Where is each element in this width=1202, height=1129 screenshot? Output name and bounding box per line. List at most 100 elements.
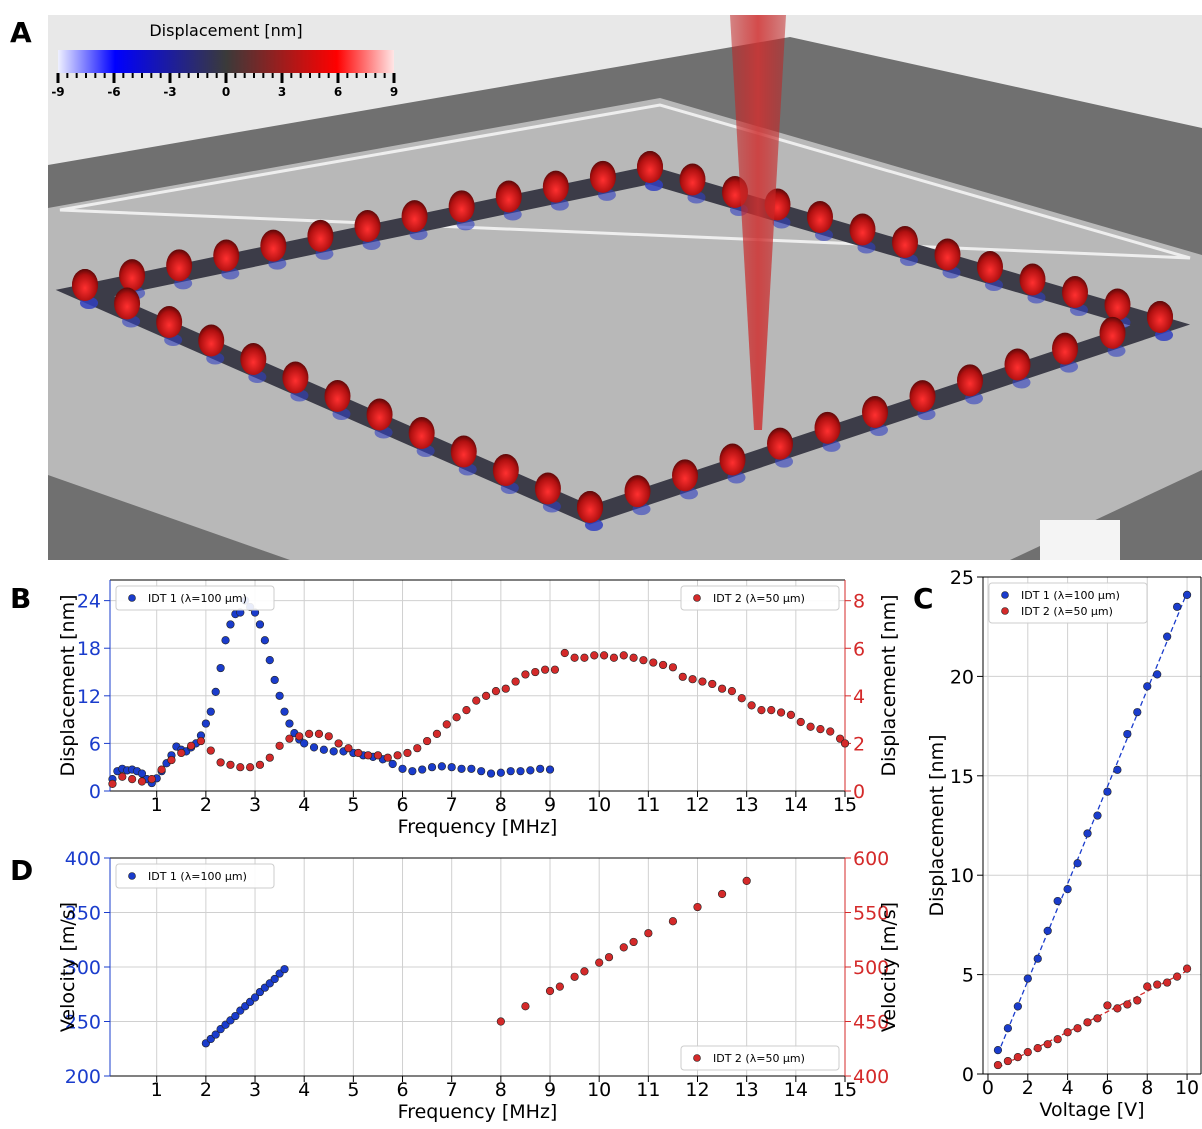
y-tick-label: 5 [962,965,974,987]
data-point [727,686,737,696]
data-point [555,982,564,991]
y-tick-label: 24 [77,591,101,613]
data-point [300,739,309,748]
y2-axis-title: Displacement [nm] [878,594,900,776]
data-point [1163,632,1172,641]
data-point [1182,590,1192,599]
data-point [457,764,466,773]
peak [679,163,706,196]
peak [240,343,267,375]
y2-tick-label: 0 [853,781,865,803]
peak [909,380,936,413]
peak [719,443,746,476]
data-point [590,651,599,660]
panel-label: A [10,16,32,49]
y2-tick-label: 400 [853,1066,889,1088]
x-tick-label: 13 [735,1079,759,1101]
x-tick-label: 2 [200,1079,212,1101]
peak [862,396,888,428]
data-point [231,1011,240,1021]
data-point [388,759,397,769]
y-tick-label: 18 [77,638,101,660]
y-axis-title: Velocity [m/s] [57,902,79,1032]
data-point [693,902,702,912]
legend-marker [1001,591,1009,599]
y-tick-label: 25 [950,567,974,589]
peak [401,200,428,233]
data-point [511,677,520,686]
data-point [1073,859,1082,868]
data-point [595,958,604,967]
colorbar [58,50,394,73]
data-point [1093,1014,1102,1023]
data-point [467,764,476,773]
y2-tick-label: 450 [853,1012,889,1034]
data-point [708,679,717,689]
legend-marker [1001,607,1009,615]
legend-marker [693,1054,701,1062]
data-point [432,729,442,739]
peak [672,459,698,492]
peak [72,269,98,301]
data-point [423,736,432,746]
peak [934,238,961,271]
peak [637,151,663,183]
colorbar-tick-label: 0 [222,85,230,99]
data-point [840,739,850,748]
data-point [1053,896,1062,906]
peak [492,454,519,486]
data-point [1033,954,1042,963]
peak [1062,276,1088,308]
data-point [250,993,260,1002]
data-point [1043,926,1052,935]
data-point [531,667,540,677]
data-point [545,986,555,996]
data-point [236,763,245,772]
colorbar-tick-label: 3 [278,85,286,99]
peak [767,427,793,460]
x-tick-label: 2 [1022,1077,1034,1099]
x-tick-label: 7 [446,1079,458,1101]
data-point [452,713,461,722]
x-tick-label: 11 [636,794,660,816]
peak [892,226,918,258]
chip-edge [59,103,1191,260]
data-point [521,1002,530,1011]
y2-axis-title: Velocity [m/s] [878,902,900,1032]
x-axis-title: Voltage [V] [1039,1099,1144,1121]
x-tick-label: 4 [1062,1077,1074,1099]
data-point [806,722,815,731]
peak [119,259,146,292]
legend-marker [128,872,136,880]
data-point [1123,1000,1132,1009]
y2-tick-label: 600 [853,848,889,870]
x-tick-label: 15 [833,1079,857,1101]
peak [534,472,561,505]
x-tick-label: 4 [298,1079,310,1101]
x-tick-label: 13 [735,794,759,816]
data-point [275,741,284,750]
legend-label: IDT 1 (λ=100 µm) [148,870,247,883]
data-point [1153,670,1162,679]
data-point [275,691,284,700]
peak [1147,301,1173,333]
panel-label: D [10,854,33,887]
data-point [501,684,510,693]
data-point [826,727,835,736]
peak [366,398,393,431]
x-tick-label: 1 [151,794,163,816]
x-tick-label: 6 [1101,1077,1113,1099]
data-point [604,953,614,962]
data-point [737,694,746,703]
legend-label: IDT 1 (λ=100 µm) [1021,589,1120,602]
data-point [541,665,550,674]
x-tick-label: 9 [544,1079,556,1101]
data-point [747,701,756,710]
data-point [108,779,117,788]
x-tick-label: 3 [249,1079,261,1101]
data-point [167,755,176,765]
data-point [1113,1004,1122,1013]
data-point [418,765,427,774]
x-tick-label: 15 [833,794,857,816]
x-tick-label: 10 [587,794,611,816]
